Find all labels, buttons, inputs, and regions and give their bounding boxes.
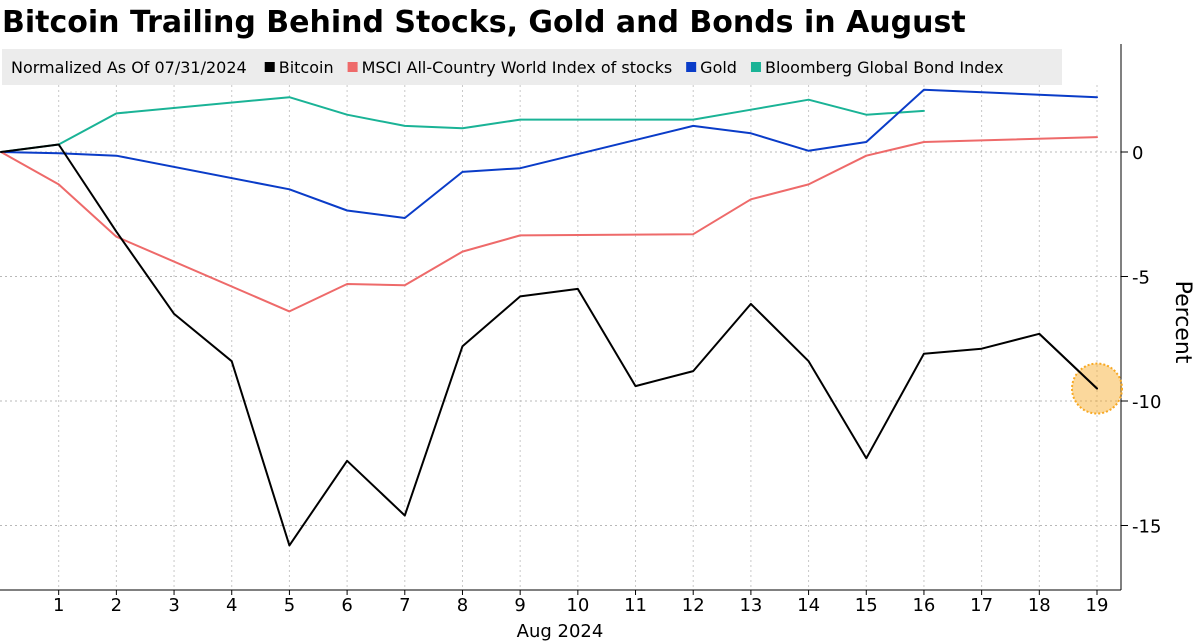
y-tick-label: -10 bbox=[1132, 392, 1161, 413]
x-tick-label: 6 bbox=[341, 595, 352, 616]
x-tick-label: 2 bbox=[111, 595, 122, 616]
y-tick-label: -5 bbox=[1132, 268, 1150, 289]
x-tick-label: 15 bbox=[855, 595, 878, 616]
x-tick-label: 10 bbox=[566, 595, 589, 616]
series-line-gold bbox=[0, 88, 1098, 219]
series-line-bloomberg-global-bond-index bbox=[0, 96, 925, 153]
legend-swatch bbox=[347, 62, 358, 72]
gridlines bbox=[0, 85, 1121, 590]
series-line-msci-all-country-world-index-of-stocks bbox=[0, 136, 1098, 313]
legend-box bbox=[2, 49, 1062, 85]
x-tick-label: 17 bbox=[970, 595, 993, 616]
x-tick-label: 13 bbox=[739, 595, 762, 616]
x-tick-label: 1 bbox=[53, 595, 64, 616]
legend-swatch bbox=[264, 62, 275, 72]
x-tick-label: 3 bbox=[168, 595, 179, 616]
legend-subtitle: Normalized As Of 07/31/2024 bbox=[11, 58, 247, 77]
series-lines bbox=[0, 88, 1098, 547]
annotations bbox=[1038, 332, 1123, 415]
x-tick-label: 14 bbox=[797, 595, 820, 616]
x-tick-label: 18 bbox=[1028, 595, 1051, 616]
y-tick-label: -15 bbox=[1132, 517, 1161, 538]
legend-item-label: MSCI All-Country World Index of stocks bbox=[362, 58, 673, 77]
x-tick-label: 7 bbox=[399, 595, 410, 616]
x-tick-label: 12 bbox=[682, 595, 705, 616]
y-axis-label: Percent bbox=[1170, 281, 1195, 364]
chart-title: Bitcoin Trailing Behind Stocks, Gold and… bbox=[2, 5, 966, 40]
x-axis-ticks: 1 2 3 4 5 6 7 8 9 10 11 12 13 14 15 16 17 18 19 bbox=[53, 590, 1108, 616]
y-tick-label: 0 bbox=[1132, 143, 1143, 164]
x-tick-label: 16 bbox=[912, 595, 935, 616]
highlight-segment bbox=[1038, 332, 1098, 390]
y-axis-ticks: 0 -5 -10 -15 bbox=[1121, 143, 1161, 538]
legend-item-label: Bitcoin bbox=[279, 58, 334, 77]
legend-swatch bbox=[686, 62, 697, 72]
legend-swatch bbox=[750, 62, 761, 72]
legend-item-label: Bloomberg Global Bond Index bbox=[765, 58, 1003, 77]
x-tick-label: 8 bbox=[457, 595, 468, 616]
x-tick-label: 19 bbox=[1086, 595, 1109, 616]
x-axis-label: Aug 2024 bbox=[517, 621, 604, 641]
x-tick-label: 11 bbox=[624, 595, 647, 616]
legend: Bitcoin MSCI All-Country World Index of s… bbox=[264, 58, 1003, 77]
series-line-bitcoin bbox=[0, 143, 1098, 547]
x-tick-label: 4 bbox=[226, 595, 237, 616]
legend-item-label: Gold bbox=[700, 58, 737, 77]
x-tick-label: 9 bbox=[514, 595, 525, 616]
x-tick-label: 5 bbox=[284, 595, 295, 616]
